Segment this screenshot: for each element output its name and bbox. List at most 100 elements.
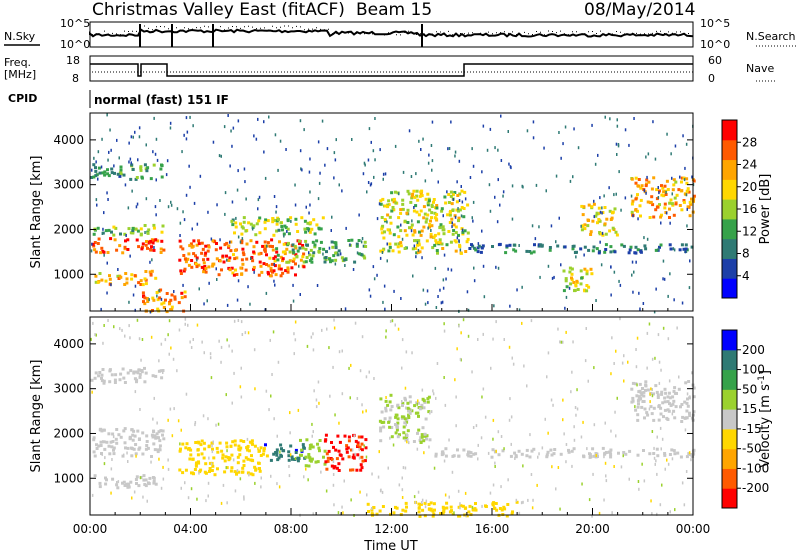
data-cell [671,188,675,192]
data-cell [663,400,667,404]
data-cell [449,194,453,198]
data-cell [502,505,506,509]
data-cell [138,437,141,441]
data-cell [151,241,155,245]
data-cell [153,448,157,452]
data-cell [283,250,287,254]
data-cell [158,439,162,443]
data-cell [560,263,562,267]
data-cell [333,241,337,245]
data-cell [299,258,303,262]
data-cell [386,205,390,209]
data-cell [279,450,281,454]
data-cell [447,193,451,196]
data-cell [110,171,114,175]
data-cell [636,184,640,188]
data-cell [395,424,399,428]
data-cell [645,182,648,186]
power-x-tickmarks [89,304,694,311]
data-cell [145,297,149,300]
data-cell [269,338,271,342]
data-cell [639,307,641,311]
data-cell [594,452,598,455]
data-cell [627,251,631,255]
data-cell [185,442,189,446]
data-cell [406,221,410,224]
data-cell [564,279,568,283]
data-cell [624,196,627,200]
data-cell [312,348,315,352]
noise-left-label: N.Sky [4,30,36,43]
data-cell [597,153,599,157]
data-cell [100,165,103,169]
data-cell [108,277,112,281]
data-cell [435,306,438,309]
data-cell [396,404,398,408]
data-cell [109,237,113,241]
data-cell [235,273,239,276]
data-cell [671,203,675,207]
data-cell [409,200,413,204]
data-cell [271,217,275,220]
data-cell [427,197,431,201]
data-cell [93,376,97,380]
data-cell [239,222,242,226]
data-cell [237,319,240,322]
data-cell [659,412,663,416]
data-cell [659,406,663,410]
data-cell [268,256,272,260]
data-cell [209,356,212,360]
data-cell [131,496,133,500]
data-cell [338,440,342,444]
data-cell [454,154,456,158]
data-cell [123,381,127,384]
data-cell [244,268,248,272]
data-cell [497,148,499,152]
data-cell [378,509,382,513]
data-cell [500,435,503,438]
data-cell [247,221,251,225]
data-cell [128,324,130,328]
data-cell [389,512,392,516]
data-cell [616,118,618,122]
data-cell [445,243,449,247]
data-cell [437,295,439,298]
data-cell [266,241,270,245]
data-cell [417,248,420,252]
data-cell [596,221,599,225]
freq-tick-right-top: 60 [708,54,722,67]
data-cell [667,391,671,395]
data-cell [661,437,664,441]
data-cell [674,508,676,512]
data-cell [107,444,111,448]
data-cell [430,144,433,147]
data-cell [410,175,413,178]
data-cell [235,471,239,475]
data-cell [572,281,576,284]
data-cell [692,395,696,399]
data-cell [275,205,278,209]
data-cell [639,397,643,401]
data-cell [441,505,445,509]
data-cell [380,216,384,219]
data-cell [187,496,190,500]
data-cell [684,428,687,432]
data-cell [251,259,255,263]
data-cell [593,215,595,219]
data-cell [364,245,368,248]
data-cell [287,458,291,462]
data-cell [378,202,381,206]
data-cell [441,300,444,304]
data-cell [112,225,116,229]
colorbar-tick-label: 4 [742,269,750,283]
data-cell [226,456,230,459]
data-cell [672,409,676,413]
data-cell [379,256,382,260]
data-cell [394,413,398,417]
data-cell [687,190,691,194]
data-cell [686,392,689,396]
data-cell [379,397,383,401]
data-cell [311,445,315,449]
data-cell [651,430,654,433]
cpid-value: normal (fast) 151 IF [94,93,229,107]
